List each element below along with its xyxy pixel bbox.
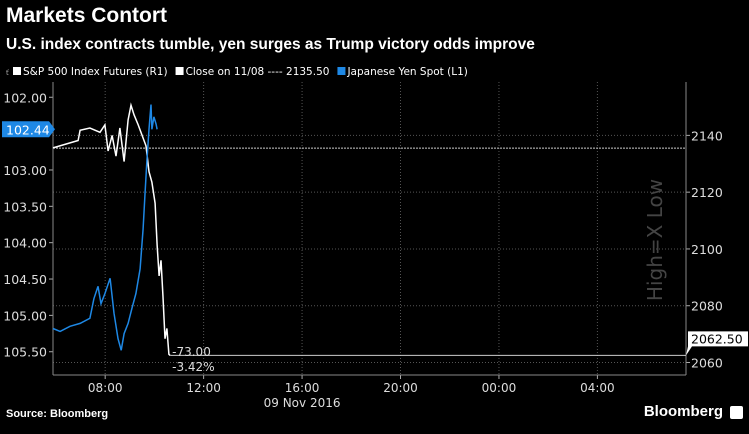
x-tick-label: 20:00	[383, 381, 418, 395]
x-tick-label: 08:00	[88, 381, 123, 395]
left-tick-label: 104.50	[3, 272, 47, 287]
left-tick-label: 103.50	[3, 199, 47, 214]
brand-logo: Bloomberg	[643, 403, 723, 420]
x-tick-label: 16:00	[285, 381, 320, 395]
change-annotation: -73.00	[172, 345, 211, 359]
left-tick-label: 103.00	[3, 163, 47, 178]
legend-swatch	[337, 67, 346, 75]
pct-change-annotation: -3.42%	[172, 360, 214, 374]
right-tick-label: 2080	[691, 299, 723, 314]
left-last-value-label: 102.44	[6, 122, 50, 137]
chart-icon	[730, 406, 743, 419]
chart-title: Markets Contort	[6, 4, 168, 27]
watermark: High=X Low	[643, 179, 667, 301]
left-tick-label: 104.00	[3, 236, 47, 251]
legend-toggle-icon: ť	[6, 68, 9, 77]
right-last-value-label: 2062.50	[691, 331, 743, 346]
right-tick-label: 2060	[691, 356, 723, 371]
right-tick-label: 2140	[691, 128, 723, 143]
left-tick-label: 105.50	[3, 345, 47, 360]
series-line-yen	[52, 104, 158, 351]
legend-swatch	[13, 67, 21, 75]
right-tick-label: 2120	[691, 185, 723, 200]
x-axis-label: 09 Nov 2016	[264, 396, 341, 410]
legend-label-1: Close on 11/08 ---- 2135.50	[186, 66, 330, 78]
left-last-value-badge	[2, 121, 55, 138]
chart-subtitle: U.S. index contracts tumble, yen surges …	[6, 36, 535, 53]
left-tick-label: 105.00	[3, 308, 47, 323]
right-last-value-badge	[686, 331, 748, 356]
left-tick-label: 102.00	[3, 90, 47, 105]
x-tick-label: 04:00	[580, 381, 615, 395]
x-tick-label: 00:00	[482, 381, 517, 395]
source-label: Source: Bloomberg	[6, 408, 109, 420]
legend-swatch	[175, 67, 184, 75]
legend-label-2: Japanese Yen Spot (L1)	[346, 66, 467, 78]
x-tick-label: 12:00	[186, 381, 221, 395]
legend-label-0: S&P 500 Index Futures (R1)	[23, 66, 168, 78]
right-tick-label: 2100	[691, 242, 723, 257]
series-line-sp500	[52, 102, 171, 356]
